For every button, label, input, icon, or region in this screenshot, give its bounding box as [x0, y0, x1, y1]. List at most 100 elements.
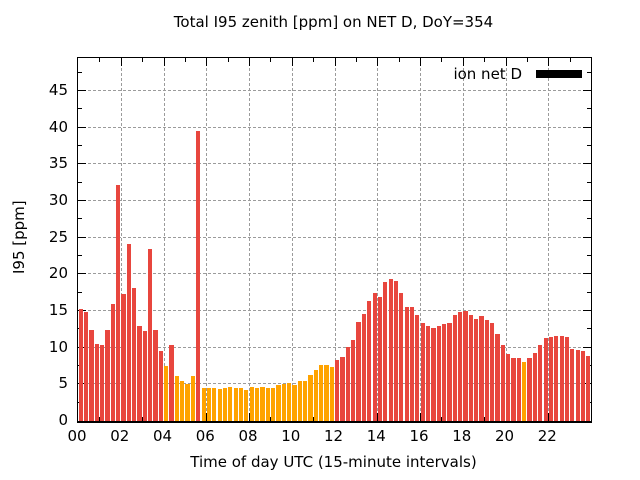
x-tick — [355, 417, 357, 421]
y-tick — [78, 236, 86, 238]
gridline-x-12 — [334, 58, 336, 421]
x-tick — [441, 58, 443, 62]
x-tick — [291, 58, 293, 66]
gridline-x-18 — [462, 58, 464, 421]
bar — [185, 383, 190, 421]
bar — [292, 385, 297, 421]
x-tick — [334, 413, 336, 421]
x-tick — [484, 58, 486, 62]
bar — [142, 330, 147, 421]
bar — [319, 365, 324, 421]
bar — [270, 388, 276, 421]
bar — [83, 312, 89, 421]
x-tick — [99, 417, 101, 421]
x-tick — [184, 58, 186, 62]
bar — [132, 288, 137, 421]
bar — [383, 281, 388, 421]
y-tick-label-10: 10 — [48, 337, 68, 356]
y-tick — [583, 126, 591, 128]
bar — [532, 352, 538, 421]
bar — [228, 386, 233, 421]
bar — [212, 388, 217, 421]
y-tick — [587, 218, 591, 220]
x-tick — [206, 58, 208, 66]
bar — [260, 387, 265, 421]
x-tick-label-08: 08 — [238, 427, 258, 445]
x-tick — [548, 413, 550, 421]
plot-area: ion net D — [77, 57, 592, 423]
x-tick — [526, 417, 528, 421]
bar — [110, 304, 115, 421]
x-axis-label: Time of day UTC (15-minute intervals) — [190, 453, 477, 471]
bar — [190, 376, 196, 421]
x-tick — [462, 413, 464, 421]
bar — [516, 357, 522, 421]
bar — [206, 388, 212, 421]
y-tick — [583, 236, 591, 238]
y-tick — [587, 108, 591, 110]
bar — [345, 346, 351, 421]
legend: ion net D — [453, 65, 584, 83]
bar — [527, 357, 532, 421]
x-tick — [441, 417, 443, 421]
gridline-x-4 — [163, 58, 165, 421]
x-tick — [291, 413, 293, 421]
x-tick — [206, 413, 208, 421]
bar — [575, 349, 580, 421]
bar — [420, 322, 425, 421]
bar — [137, 325, 142, 421]
x-tick — [505, 58, 507, 66]
bar — [265, 388, 270, 421]
y-tick-label-5: 5 — [58, 374, 68, 393]
x-tick — [462, 58, 464, 66]
bar — [404, 307, 409, 421]
x-tick — [569, 417, 571, 421]
bar — [244, 390, 249, 421]
x-tick — [163, 58, 165, 66]
gridline-x-8 — [249, 58, 250, 421]
y-tick — [587, 255, 591, 256]
bar — [447, 322, 452, 421]
bar — [233, 388, 238, 421]
bar — [388, 279, 393, 421]
bar — [468, 314, 473, 421]
bar — [479, 316, 484, 421]
y-tick — [78, 218, 82, 220]
bar — [169, 345, 174, 421]
bar — [94, 344, 99, 421]
bar — [303, 380, 308, 421]
bar — [254, 388, 260, 421]
gridline-x-2 — [120, 58, 122, 421]
y-tick — [78, 291, 82, 293]
bar — [249, 386, 254, 421]
x-tick-label-22: 22 — [537, 427, 557, 445]
bar — [490, 322, 495, 421]
bar — [222, 388, 228, 421]
bar — [196, 131, 201, 421]
y-tick — [78, 108, 82, 110]
bar — [431, 327, 436, 421]
bar — [217, 389, 222, 421]
bar — [506, 354, 511, 421]
y-tick-label-0: 0 — [58, 411, 68, 429]
x-tick — [526, 58, 528, 62]
legend-swatch — [536, 70, 582, 78]
x-tick-label-00: 00 — [67, 427, 87, 445]
bar — [158, 351, 163, 421]
x-tick-label-12: 12 — [323, 427, 344, 445]
y-tick — [78, 145, 82, 146]
bar — [538, 344, 543, 421]
bar — [105, 330, 110, 421]
x-tick — [270, 58, 272, 62]
y-tick — [78, 126, 86, 128]
y-tick — [583, 163, 591, 165]
bar — [361, 313, 367, 421]
x-tick — [227, 417, 229, 421]
x-tick-label-20: 20 — [494, 427, 515, 445]
x-tick — [334, 58, 336, 66]
bar — [153, 330, 158, 421]
y-tick — [587, 291, 591, 293]
bar — [174, 375, 180, 421]
y-tick — [78, 273, 86, 275]
bar — [324, 365, 329, 421]
